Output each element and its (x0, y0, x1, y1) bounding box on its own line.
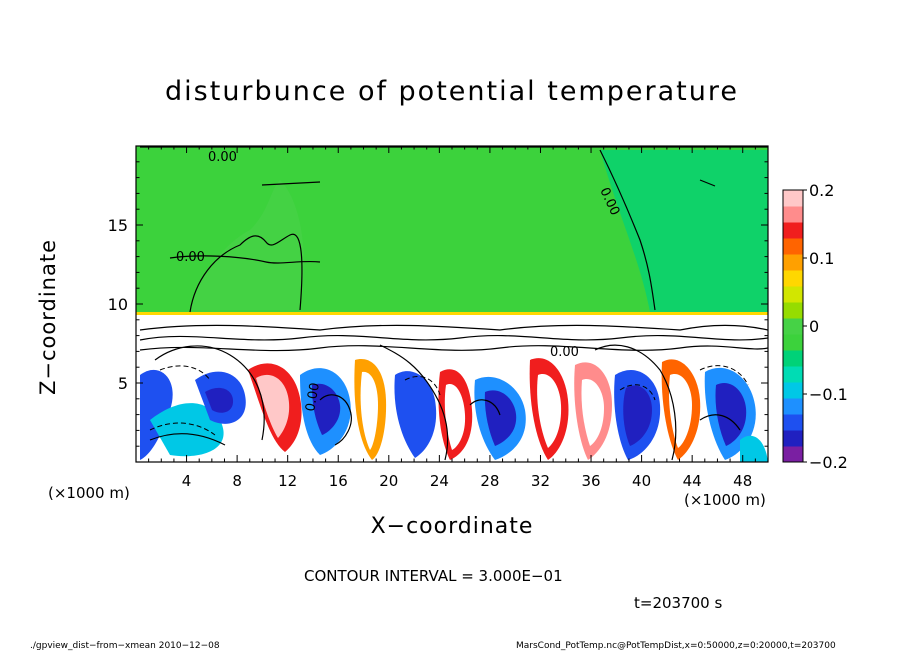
y-axis-label: Z−coordinate (36, 239, 60, 395)
stable-layer-yellow (136, 312, 768, 315)
colorbar-swatch (783, 238, 803, 255)
contour-label: 0.00 (303, 382, 323, 413)
colorbar-tick-label: −0.1 (809, 385, 848, 404)
colorbar: 0.2 0.1 0 −0.1 −0.2 (782, 181, 848, 472)
colorbar-swatch (783, 446, 803, 463)
x-tick-label: 12 (278, 472, 297, 490)
colorbar-swatch (783, 190, 803, 207)
colorbar-swatch (783, 222, 803, 239)
x-tick-label: 16 (329, 472, 348, 490)
colorbar-tick-label: 0 (809, 317, 819, 336)
footer-right: MarsCond_PotTemp.nc@PotTempDist,x=0:5000… (516, 641, 836, 651)
contour-label: 0.00 (550, 345, 579, 360)
plot-area: 0.00 0.00 0.00 0.00 0.00 (136, 146, 768, 462)
x-axis-unit-right: (×1000 m) (684, 491, 766, 509)
x-tick-label: 44 (683, 472, 702, 490)
x-tick-label: 32 (531, 472, 550, 490)
stable-layer (136, 312, 768, 332)
upper-field-lighter-right (600, 150, 768, 312)
contour-interval-note: CONTOUR INTERVAL = 3.000E−01 (304, 567, 563, 585)
contour-lines-dashed (149, 365, 749, 436)
y-axis: 5 10 15 (108, 145, 768, 463)
colorbar-tick-label: 0.2 (809, 181, 834, 200)
x-tick-label: 4 (182, 472, 192, 490)
y-tick-label: 15 (108, 216, 128, 235)
footer-left: ./gpview_dist−from−xmean 2010−12−08 (30, 641, 220, 651)
x-tick-label: 36 (581, 472, 600, 490)
colorbar-swatch (783, 398, 803, 415)
colorbar-swatch (783, 366, 803, 383)
colorbar-swatch (783, 414, 803, 431)
colorbar-tick-label: 0.1 (809, 249, 834, 268)
y-tick-label: 10 (108, 295, 128, 314)
chart-title: disturbunce of potential temperature (165, 76, 739, 107)
colorbar-swatch (783, 318, 803, 335)
colorbar-swatch (783, 286, 803, 303)
colorbar-swatch (783, 302, 803, 319)
x-tick-label: 48 (733, 472, 752, 490)
x-axis: 4 8 12 16 20 24 28 32 36 40 44 48 (135, 146, 769, 490)
colorbar-swatch (783, 350, 803, 367)
colorbar-swatch (783, 334, 803, 351)
plume-shapes (140, 358, 768, 462)
colorbar-tick-label: −0.2 (809, 453, 848, 472)
contour-label: 0.00 (176, 250, 205, 265)
colorbar-swatch (783, 254, 803, 271)
x-tick-label: 24 (430, 472, 449, 490)
contour-lines (139, 146, 768, 461)
upper-field-patch (190, 180, 304, 310)
x-axis-label: X−coordinate (370, 514, 534, 539)
contour-label: 0.00 (208, 150, 237, 165)
x-tick-label: 8 (232, 472, 242, 490)
y-tick-label: 5 (118, 374, 128, 393)
colorbar-swatch (783, 382, 803, 399)
colorbar-swatch (783, 270, 803, 287)
x-tick-label: 20 (379, 472, 398, 490)
x-tick-label: 40 (632, 472, 651, 490)
colorbar-swatch (783, 430, 803, 447)
x-axis-unit-left: (×1000 m) (48, 484, 130, 502)
x-tick-label: 28 (480, 472, 499, 490)
time-note: t=203700 s (634, 594, 723, 612)
colorbar-swatch (783, 206, 803, 223)
